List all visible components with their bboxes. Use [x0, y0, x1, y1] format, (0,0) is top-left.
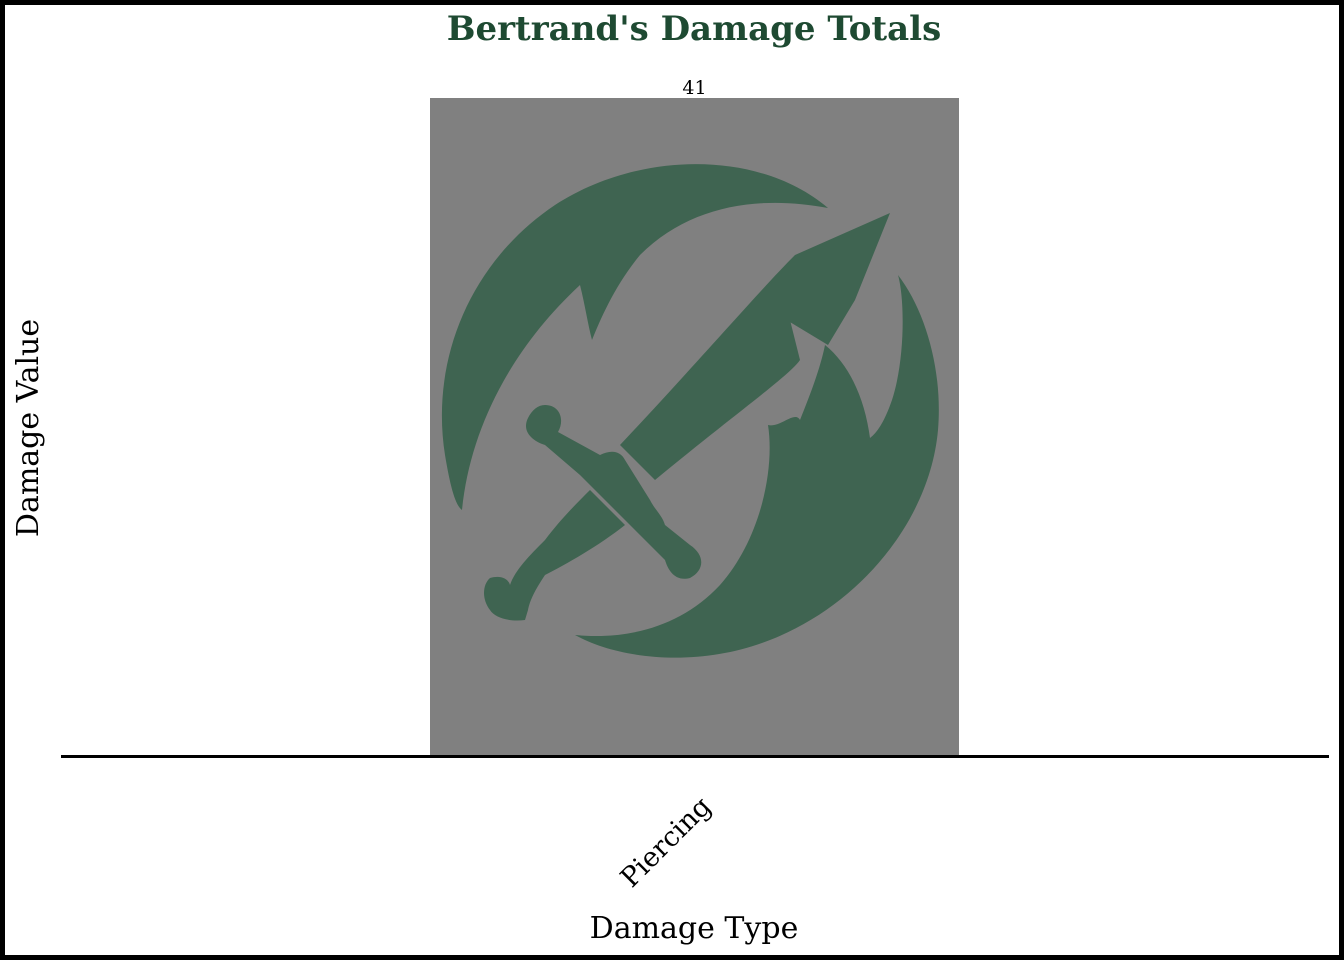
bars-group: 41 — [430, 77, 959, 755]
data-label-piercing: 41 — [682, 77, 706, 99]
x-tick-labels: Piercing — [615, 791, 718, 894]
y-axis-label: Damage Value — [11, 319, 46, 537]
x-axis-label: Damage Type — [590, 911, 799, 946]
sword-slash-icon — [441, 164, 939, 658]
x-tick-label-piercing: Piercing — [615, 791, 718, 894]
chart-title: Bertrand's Damage Totals — [447, 9, 941, 49]
